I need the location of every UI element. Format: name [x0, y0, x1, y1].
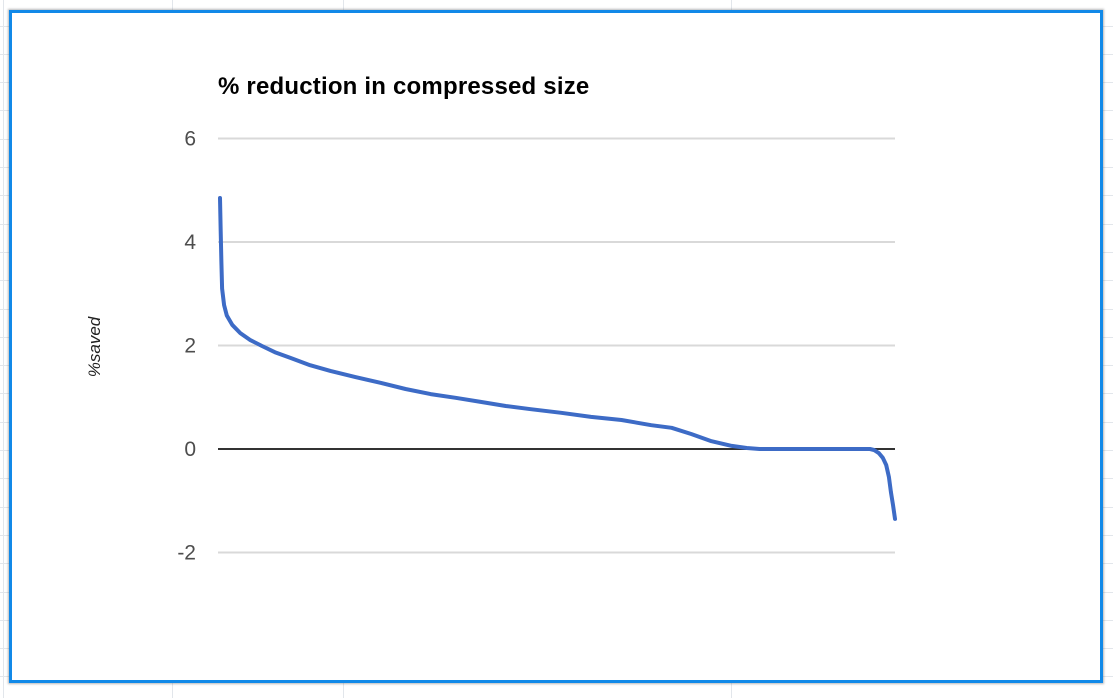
y-axis-title-text: %saved — [85, 316, 104, 378]
y-tick-label: 6 — [184, 128, 196, 151]
sheet-column-gridline — [3, 0, 4, 698]
y-tick-label: 4 — [184, 231, 196, 254]
series-line — [218, 196, 897, 521]
chart-svg: 6 4 2 0 -2 — [177, 128, 897, 565]
chart-card[interactable]: 6 4 2 0 -2 % reduction in compressed size %s… — [9, 10, 1103, 683]
y-tick-label: -2 — [177, 542, 196, 565]
y-tick-label: 0 — [184, 438, 196, 461]
chart-title: % reduction in compressed size — [218, 73, 590, 100]
y-tick-label: 2 — [184, 335, 196, 358]
